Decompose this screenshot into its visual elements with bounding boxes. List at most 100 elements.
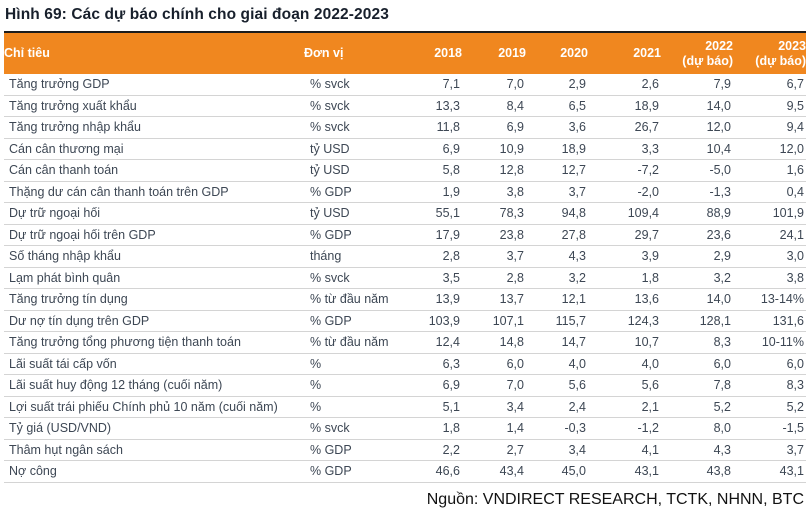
- indicator-cell: Dự trữ ngoại hối trên GDP: [4, 224, 304, 246]
- value-cell: 5,6: [588, 374, 661, 397]
- value-cell: 23,6: [661, 224, 733, 246]
- indicator-cell: Dự trữ ngoại hối: [4, 202, 304, 225]
- indicator-cell: Cán cân thanh toán: [4, 159, 304, 182]
- table-row: Lãi suất tái cấp vốn% 6,3 6,0 4,0 4,0 6,0 6,0: [4, 353, 806, 375]
- value-cell: 3,6: [526, 116, 588, 139]
- value-cell: -1,3: [661, 181, 733, 203]
- value-cell: 94,8: [526, 202, 588, 225]
- value-cell: 12,8: [462, 159, 526, 182]
- table-row: Tăng trưởng GDP% svck 7,1 7,0 2,9 2,6 7,9 6,7: [4, 74, 806, 96]
- value-cell: 13,3: [408, 95, 462, 117]
- value-cell: 8,4: [462, 95, 526, 117]
- table-row: Nợ công% GDP 46,6 43,4 45,0 43,1 43,8 43,1: [4, 460, 806, 483]
- value-cell: -2,0: [588, 181, 661, 203]
- value-cell: 101,9: [733, 202, 806, 225]
- unit-cell: tỷ USD: [304, 138, 408, 160]
- value-cell: 3,3: [588, 138, 661, 160]
- indicator-cell: Tăng trưởng tín dụng: [4, 288, 304, 311]
- value-cell: 12,4: [408, 331, 462, 354]
- value-cell: 13-14%: [733, 288, 806, 311]
- value-cell: 124,3: [588, 310, 661, 332]
- value-cell: 7,9: [661, 74, 733, 96]
- indicator-cell: Lãi suất tái cấp vốn: [4, 353, 304, 375]
- value-cell: 18,9: [526, 138, 588, 160]
- value-cell: 14,8: [462, 331, 526, 354]
- value-cell: 1,8: [588, 267, 661, 289]
- value-cell: 5,8: [408, 159, 462, 182]
- value-cell: 5,1: [408, 396, 462, 418]
- value-cell: 2,4: [526, 396, 588, 418]
- table-row: Lạm phát bình quân% svck 3,5 2,8 3,2 1,8 3,2 3…: [4, 267, 806, 289]
- value-cell: 1,8: [408, 417, 462, 440]
- value-cell: 8,0: [661, 417, 733, 440]
- forecast-note-label: (dự báo): [755, 53, 806, 68]
- value-cell: 24,1: [733, 224, 806, 246]
- value-cell: 9,5: [733, 95, 806, 117]
- indicator-cell: Tăng trưởng nhập khẩu: [4, 116, 304, 139]
- indicator-cell: Lợi suất trái phiếu Chính phủ 10 năm (cu…: [4, 396, 304, 418]
- value-cell: 6,9: [408, 138, 462, 160]
- value-cell: 14,0: [661, 95, 733, 117]
- unit-cell: tháng: [304, 245, 408, 268]
- header-row: Chỉ tiêu Đơn vị 2018 2019 2020 2021 2022…: [4, 31, 806, 74]
- value-cell: -1,5: [733, 417, 806, 440]
- value-cell: 6,9: [462, 116, 526, 139]
- value-cell: 14,0: [661, 288, 733, 311]
- value-cell: 11,8: [408, 116, 462, 139]
- table-row: Dự trữ ngoại hối tỷ USD 55,1 78,3 94,8 109,4 8…: [4, 202, 806, 225]
- table-row: Cán cân thương mại tỷ USD 6,9 10,9 18,9 3,3 10…: [4, 138, 806, 160]
- column-header-2020: 2020: [526, 31, 588, 74]
- value-cell: 55,1: [408, 202, 462, 225]
- value-cell: 13,6: [588, 288, 661, 311]
- value-cell: 6,0: [733, 353, 806, 375]
- value-cell: 3,8: [462, 181, 526, 203]
- value-cell: 4,0: [588, 353, 661, 375]
- column-header-indicator: Chỉ tiêu: [4, 31, 304, 74]
- value-cell: 12,7: [526, 159, 588, 182]
- value-cell: 0,4: [733, 181, 806, 203]
- value-cell: 43,8: [661, 460, 733, 483]
- value-cell: 103,9: [408, 310, 462, 332]
- value-cell: -1,2: [588, 417, 661, 440]
- value-cell: 88,9: [661, 202, 733, 225]
- value-cell: 12,0: [733, 138, 806, 160]
- value-cell: 5,2: [733, 396, 806, 418]
- value-cell: 13,9: [408, 288, 462, 311]
- value-cell: 10-11%: [733, 331, 806, 354]
- unit-cell: % svck: [304, 74, 408, 96]
- value-cell: 3,9: [588, 245, 661, 268]
- column-header-2021: 2021: [588, 31, 661, 74]
- table-header: Chỉ tiêu Đơn vị 2018 2019 2020 2021 2022…: [4, 31, 806, 74]
- value-cell: -0,3: [526, 417, 588, 440]
- indicator-cell: Tăng trưởng GDP: [4, 74, 304, 96]
- indicator-cell: Lãi suất huy động 12 tháng (cuối năm): [4, 374, 304, 397]
- value-cell: 109,4: [588, 202, 661, 225]
- value-cell: 2,2: [408, 439, 462, 461]
- value-cell: 45,0: [526, 460, 588, 483]
- unit-cell: %: [304, 396, 408, 418]
- table-row: Tỷ giá (USD/VND)% svck 1,8 1,4 -0,3 -1,2 8,0-…: [4, 417, 806, 440]
- value-cell: 2,6: [588, 74, 661, 96]
- unit-cell: % GDP: [304, 460, 408, 483]
- indicator-cell: Thặng dư cán cân thanh toán trên GDP: [4, 181, 304, 203]
- value-cell: 6,5: [526, 95, 588, 117]
- value-cell: 43,1: [733, 460, 806, 483]
- column-header-2022-forecast: 2022 (dự báo): [661, 31, 733, 74]
- value-cell: 6,0: [462, 353, 526, 375]
- table-row: Tăng trưởng nhập khẩu% svck 11,8 6,9 3,6 26,…: [4, 116, 806, 139]
- unit-cell: % svck: [304, 417, 408, 440]
- table-row: Dư nợ tín dụng trên GDP% GDP 103,9 107,1 11…: [4, 310, 806, 332]
- value-cell: 6,3: [408, 353, 462, 375]
- value-cell: 107,1: [462, 310, 526, 332]
- column-header-2018: 2018: [408, 31, 462, 74]
- value-cell: 43,1: [588, 460, 661, 483]
- value-cell: 8,3: [733, 374, 806, 397]
- indicator-cell: Tăng trưởng tổng phương tiện thanh toán: [4, 331, 304, 354]
- column-header-2023-forecast: 2023 (dự báo): [733, 31, 806, 74]
- value-cell: 23,8: [462, 224, 526, 246]
- unit-cell: % GDP: [304, 181, 408, 203]
- value-cell: 3,4: [462, 396, 526, 418]
- table-row: Thặng dư cán cân thanh toán trên GDP% GD…: [4, 181, 806, 203]
- indicator-cell: Thâm hụt ngân sách: [4, 439, 304, 461]
- indicator-cell: Tăng trưởng xuất khẩu: [4, 95, 304, 117]
